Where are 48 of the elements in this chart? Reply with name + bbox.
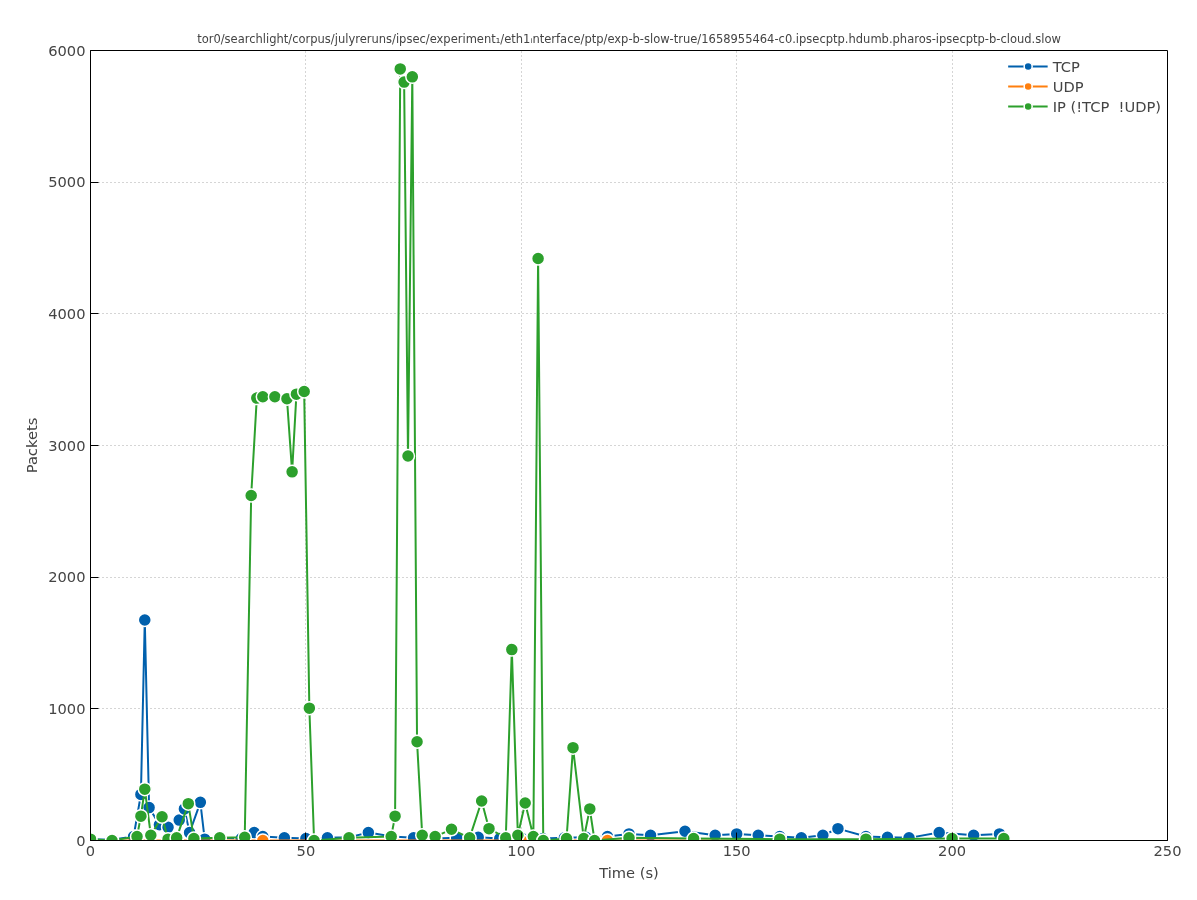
y-tick-label: 1000 xyxy=(48,699,86,717)
point xyxy=(302,700,317,716)
legend-label: TCP xyxy=(1052,57,1080,75)
x-axis-title: Time (s) xyxy=(598,863,659,881)
point xyxy=(481,821,497,836)
point xyxy=(129,829,145,841)
point xyxy=(193,795,208,810)
point xyxy=(137,612,153,628)
point xyxy=(154,809,170,825)
x-tick-label: 100 xyxy=(507,841,536,859)
legend-label: IP (!TCP !UDP) xyxy=(1052,97,1161,115)
x-tick-label: 150 xyxy=(722,841,751,859)
point xyxy=(830,821,846,836)
point xyxy=(414,828,430,841)
point xyxy=(405,69,420,85)
x-tick-label: 200 xyxy=(938,841,967,859)
point xyxy=(393,61,408,77)
point xyxy=(565,740,581,755)
point xyxy=(296,384,312,399)
y-axis-title: Packets xyxy=(23,417,41,474)
chart-title: tor0/searchlight/corpus/julyreruns/ipsec/experiment₁/eth1ᵢnterface/ptp/exp-b-slow-true/1658955464-c0.ipsecptp.hdumb.pharos-ipsecptp-b-cloud.slow xyxy=(197,31,1061,46)
point xyxy=(267,389,283,405)
point xyxy=(517,795,533,811)
point xyxy=(504,642,520,657)
point xyxy=(400,448,416,464)
point xyxy=(474,793,489,809)
y-tick-label: 2000 xyxy=(48,568,86,586)
y-tick-label: 6000 xyxy=(48,41,86,59)
point xyxy=(137,781,153,797)
point xyxy=(143,828,159,841)
x-tick-label: 250 xyxy=(1153,841,1182,859)
point xyxy=(243,488,259,503)
point xyxy=(582,801,598,817)
point xyxy=(409,734,425,749)
point xyxy=(387,808,403,824)
point xyxy=(133,808,149,824)
y-tick-label: 3000 xyxy=(48,436,86,454)
point xyxy=(510,828,526,841)
point xyxy=(444,822,459,837)
point xyxy=(255,389,271,405)
point xyxy=(530,251,546,266)
point xyxy=(931,825,947,840)
point xyxy=(181,796,196,811)
y-tick-label: 4000 xyxy=(48,304,86,322)
point xyxy=(284,464,300,480)
y-tick-label: 5000 xyxy=(48,173,86,191)
x-tick-label: 50 xyxy=(296,841,316,859)
legend-label: UDP xyxy=(1052,77,1084,95)
